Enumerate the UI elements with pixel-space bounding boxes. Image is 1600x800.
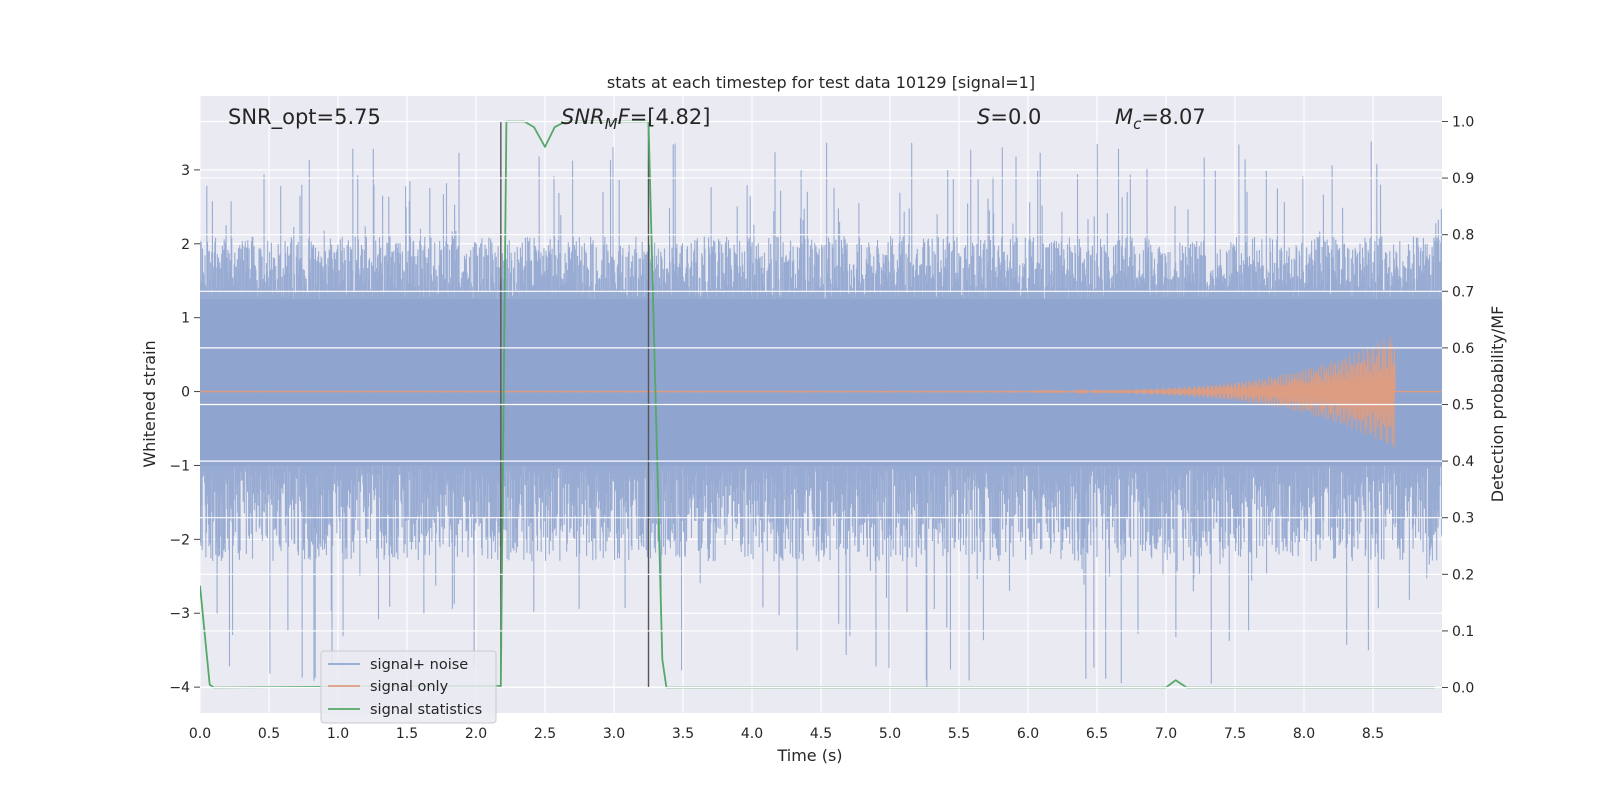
- y-right-tick-label: 0.3: [1452, 511, 1474, 527]
- x-tick-label: 3.5: [672, 726, 694, 742]
- x-axis-label: Time (s): [776, 746, 842, 765]
- x-tick-label: 6.0: [1017, 726, 1039, 742]
- chart-title: stats at each timestep for test data 101…: [607, 73, 1035, 92]
- y-right-tick-label: 0.0: [1452, 681, 1474, 697]
- x-tick-label: 1.5: [396, 726, 418, 742]
- y-right-tick-label: 0.4: [1452, 454, 1474, 470]
- y-right-tick-label: 0.8: [1452, 228, 1474, 244]
- x-tick-label: 0.0: [189, 726, 211, 742]
- x-tick-label: 1.0: [327, 726, 349, 742]
- y-axis-label: Whitened strain: [140, 340, 159, 467]
- y-tick-label: 2: [181, 237, 190, 253]
- annotation-snr-opt: SNR_opt=5.75: [228, 105, 381, 130]
- annotation-mc: Mc=8.07: [1115, 105, 1206, 133]
- annotation-s: S=0.0: [977, 105, 1041, 129]
- y-right-tick-label: 0.5: [1452, 398, 1474, 414]
- y-right-tick-label: 1.0: [1452, 114, 1474, 130]
- annotation-snr-mf: SNRMF=[4.82]: [561, 105, 710, 133]
- x-tick-label: 7.0: [1155, 726, 1177, 742]
- x-tick-label: 8.5: [1362, 726, 1384, 742]
- x-tick-label: 0.5: [258, 726, 280, 742]
- x-tick-label: 7.5: [1224, 726, 1246, 742]
- legend-box: [320, 650, 497, 724]
- y-tick-label: 3: [181, 163, 190, 179]
- x-tick-label: 4.0: [741, 726, 763, 742]
- x-tick-label: 2.5: [534, 726, 556, 742]
- y-right-tick-label: 0.2: [1452, 567, 1474, 583]
- x-tick-label: 4.5: [810, 726, 832, 742]
- y-right-tick-label: 0.9: [1452, 171, 1474, 187]
- x-axis-ticks: 0.0 0.5 1.0 1.5 2.0 2.5 3.0 3.5 4.0 4.5 5.0 5.5 6.0 6…: [189, 726, 1384, 742]
- x-tick-label: 8.0: [1293, 726, 1315, 742]
- y-tick-label: 1: [181, 311, 190, 327]
- y-right-axis-ticks: 0.0 0.1 0.2 0.3 0.4 0.5 0.6 0.7 0.8 0.9 1.0: [1442, 114, 1474, 697]
- y-tick-label: −2: [169, 532, 190, 548]
- series-signal-only: [200, 336, 1442, 448]
- x-tick-label: 2.0: [465, 726, 487, 742]
- y-tick-label: −1: [169, 458, 190, 474]
- legend-label-noise: signal+ noise: [370, 657, 468, 673]
- series-signal-plus-noise: [200, 141, 1442, 688]
- legend: signal+ noise signal only signal statist…: [320, 650, 497, 724]
- annotations: SNR_opt=5.75 SNRMF=[4.82] S=0.0 Mc=8.07: [228, 105, 1206, 133]
- y-right-tick-label: 0.6: [1452, 341, 1474, 357]
- x-tick-label: 6.5: [1086, 726, 1108, 742]
- y-right-axis-label: Detection probability/MF: [1488, 306, 1507, 503]
- y-tick-label: −4: [169, 680, 190, 696]
- y-axis-ticks: −4 −3 −2 −1 0 1 2 3: [169, 163, 200, 696]
- noise-core: [200, 299, 1442, 466]
- legend-label-stats: signal statistics: [370, 702, 482, 718]
- x-tick-label: 3.0: [603, 726, 625, 742]
- y-tick-label: 0: [181, 385, 190, 401]
- y-tick-label: −3: [169, 606, 190, 622]
- y-right-tick-label: 0.7: [1452, 284, 1474, 300]
- legend-label-signal: signal only: [370, 679, 449, 695]
- x-tick-label: 5.0: [879, 726, 901, 742]
- right-grid: [200, 120, 1442, 689]
- y-right-tick-label: 0.1: [1452, 624, 1474, 640]
- x-tick-label: 5.5: [948, 726, 970, 742]
